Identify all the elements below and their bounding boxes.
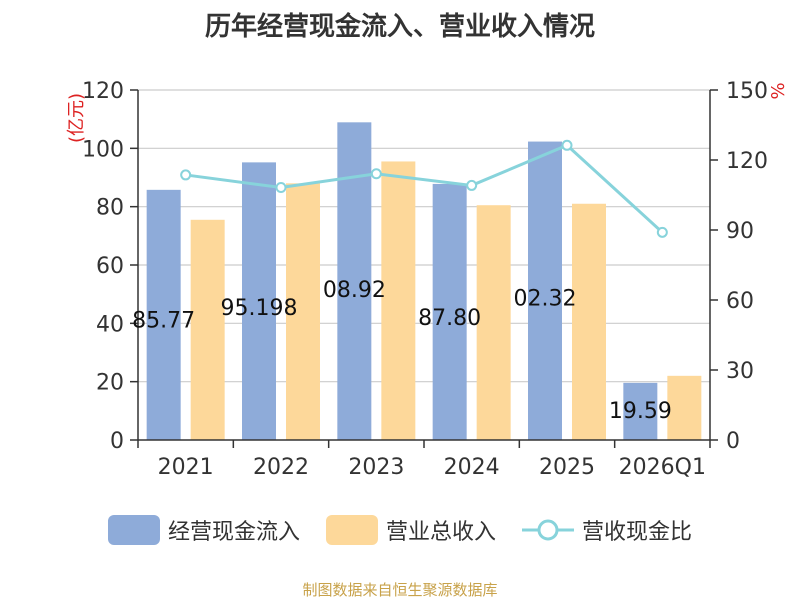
bar-revenue bbox=[381, 161, 416, 441]
y-right-tick-label: 120 bbox=[726, 149, 768, 174]
point-cash-ratio bbox=[370, 168, 382, 180]
bar-cash-inflow bbox=[146, 189, 181, 440]
y-left-tick-label: 80 bbox=[96, 196, 124, 221]
point-cash-ratio bbox=[466, 179, 478, 191]
point-cash-ratio bbox=[561, 139, 573, 151]
bar-revenue bbox=[190, 219, 225, 440]
legend-label-cash-inflow: 经营现金流入 bbox=[167, 520, 300, 545]
x-tick-label: 2024 bbox=[444, 455, 500, 480]
bar-cash-inflow bbox=[528, 141, 562, 441]
x-tick-label: 2025 bbox=[539, 455, 595, 480]
y-left-tick-label: 40 bbox=[96, 312, 124, 337]
point-cash-ratio bbox=[656, 226, 668, 238]
x-tick-label: 2023 bbox=[348, 455, 404, 480]
legend-swatch-revenue bbox=[325, 515, 378, 545]
bar-cash-inflow bbox=[432, 183, 467, 440]
y-right-tick-label: 150 bbox=[726, 79, 768, 104]
y-left-tick-label: 120 bbox=[82, 79, 124, 104]
legend-label-cash-ratio: 营收现金比 bbox=[582, 520, 693, 545]
x-tick-label: 2021 bbox=[158, 455, 214, 480]
bar-value-label: 02.32 bbox=[514, 287, 577, 312]
bar-value-label: 19.59 bbox=[609, 399, 672, 424]
bar-layer bbox=[146, 122, 702, 441]
bar-value-label: 87.80 bbox=[418, 306, 481, 331]
label-layer: 85.77 95.198 08.92 87.80 02.32 19.59 bbox=[132, 278, 672, 424]
point-cash-ratio bbox=[180, 169, 192, 181]
bar-revenue bbox=[572, 203, 606, 440]
bar-revenue bbox=[476, 205, 511, 440]
line-layer bbox=[180, 139, 668, 238]
y-right-tick-label: 30 bbox=[726, 359, 754, 384]
bar-value-label: 95.198 bbox=[221, 296, 298, 321]
bar-value-label: 08.92 bbox=[323, 278, 386, 303]
y-left-tick-label: 100 bbox=[82, 137, 124, 162]
y-right-tick-label: 60 bbox=[726, 289, 754, 314]
y-left-axis-label: (亿元) bbox=[66, 93, 87, 143]
x-tick-label: 2022 bbox=[253, 455, 309, 480]
y-right-tick-label: 0 bbox=[726, 429, 740, 454]
line-cash-ratio bbox=[185, 143, 664, 234]
legend-swatch-cash-inflow bbox=[107, 515, 160, 545]
bar-value-label: 85.77 bbox=[132, 308, 195, 333]
y-left-tick-label: 20 bbox=[96, 371, 124, 396]
y-right-axis-label: % bbox=[768, 82, 789, 99]
legend-label-revenue: 营业总收入 bbox=[385, 520, 496, 545]
legend-item-revenue[interactable]: 营业总收入 bbox=[325, 514, 496, 546]
legend-item-cash-ratio[interactable]: 营收现金比 bbox=[522, 514, 692, 546]
x-tick-label: 2026Q1 bbox=[619, 455, 706, 480]
chart-title: 历年经营现金流入、营业收入情况 bbox=[204, 12, 595, 42]
bar-revenue bbox=[286, 183, 320, 441]
grid-layer bbox=[138, 89, 710, 383]
bar-revenue bbox=[667, 375, 702, 440]
bar-cash-inflow bbox=[242, 162, 276, 441]
axis-layer: 0 20 40 60 80 100 120 0 30 60 90 120 150 (亿元)% 2021 202… bbox=[66, 79, 789, 480]
y-left-tick-label: 0 bbox=[110, 429, 124, 454]
y-right-tick-label: 90 bbox=[726, 219, 754, 244]
legend: 经营现金流入 营业总收入 营收现金比 bbox=[0, 514, 800, 546]
legend-swatch-cash-ratio bbox=[522, 519, 574, 541]
point-cash-ratio bbox=[275, 182, 287, 194]
bar-cash-inflow bbox=[623, 382, 658, 440]
source-note: 制图数据来自恒生聚源数据库 bbox=[302, 581, 498, 599]
legend-item-cash-inflow[interactable]: 经营现金流入 bbox=[107, 514, 300, 546]
y-left-tick-label: 60 bbox=[96, 254, 124, 279]
